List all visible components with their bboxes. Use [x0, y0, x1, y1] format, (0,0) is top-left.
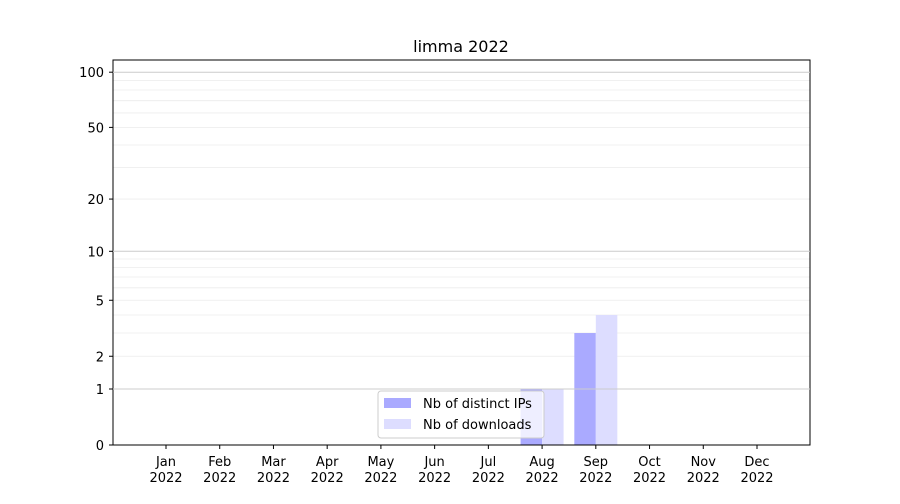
x-tick-label: Dec — [744, 455, 769, 470]
x-tick-label: 2022 — [418, 471, 451, 486]
y-tick-label: 50 — [87, 121, 104, 136]
legend: Nb of distinct IPs Nb of downloads — [377, 390, 545, 439]
x-tick-label: Apr — [316, 455, 339, 470]
x-tick-label: 2022 — [633, 471, 666, 486]
y-tick-label: 20 — [87, 193, 104, 208]
x-tick-label: Mar — [261, 455, 286, 470]
legend-box — [377, 390, 545, 439]
chart-title: limma 2022 — [413, 37, 509, 56]
bar-downloads — [595, 314, 618, 445]
x-tick-label: 2022 — [364, 471, 397, 486]
x-tick-label: Jan — [155, 455, 176, 470]
bar-downloads — [542, 389, 564, 445]
x-tick-label: 2022 — [526, 471, 559, 486]
y-tick-label: 1 — [96, 383, 104, 398]
x-tick-label: 2022 — [311, 471, 344, 486]
x-tick-label: 2022 — [579, 471, 612, 486]
plot-frame — [112, 59, 811, 446]
x-tick-label: Feb — [208, 455, 231, 470]
x-tick-label: Aug — [529, 455, 554, 470]
y-tick-label: 2 — [96, 350, 104, 365]
y-tick-label: 10 — [87, 245, 104, 260]
x-tick-label: Jul — [480, 455, 497, 470]
y-tick-label: 0 — [96, 439, 104, 454]
x-tick-label: 2022 — [257, 471, 290, 486]
y-tick-label: 100 — [79, 66, 104, 81]
legend-label: Nb of distinct IPs — [423, 397, 532, 412]
legend-label: Nb of downloads — [423, 418, 532, 433]
x-tick-label: 2022 — [203, 471, 236, 486]
x-tick-label: 2022 — [687, 471, 720, 486]
x-tick-label: Jun — [423, 455, 444, 470]
x-tick-label: 2022 — [149, 471, 182, 486]
x-tick-label: May — [367, 455, 394, 470]
x-tick-label: Oct — [638, 455, 660, 470]
x-tick-label: 2022 — [740, 471, 773, 486]
x-tick-label: Sep — [584, 455, 609, 470]
x-tick-label: 2022 — [472, 471, 505, 486]
x-tick-label: Nov — [691, 455, 717, 470]
legend-swatch — [384, 398, 411, 408]
legend-swatch — [384, 419, 411, 429]
y-tick-label: 5 — [96, 294, 104, 309]
